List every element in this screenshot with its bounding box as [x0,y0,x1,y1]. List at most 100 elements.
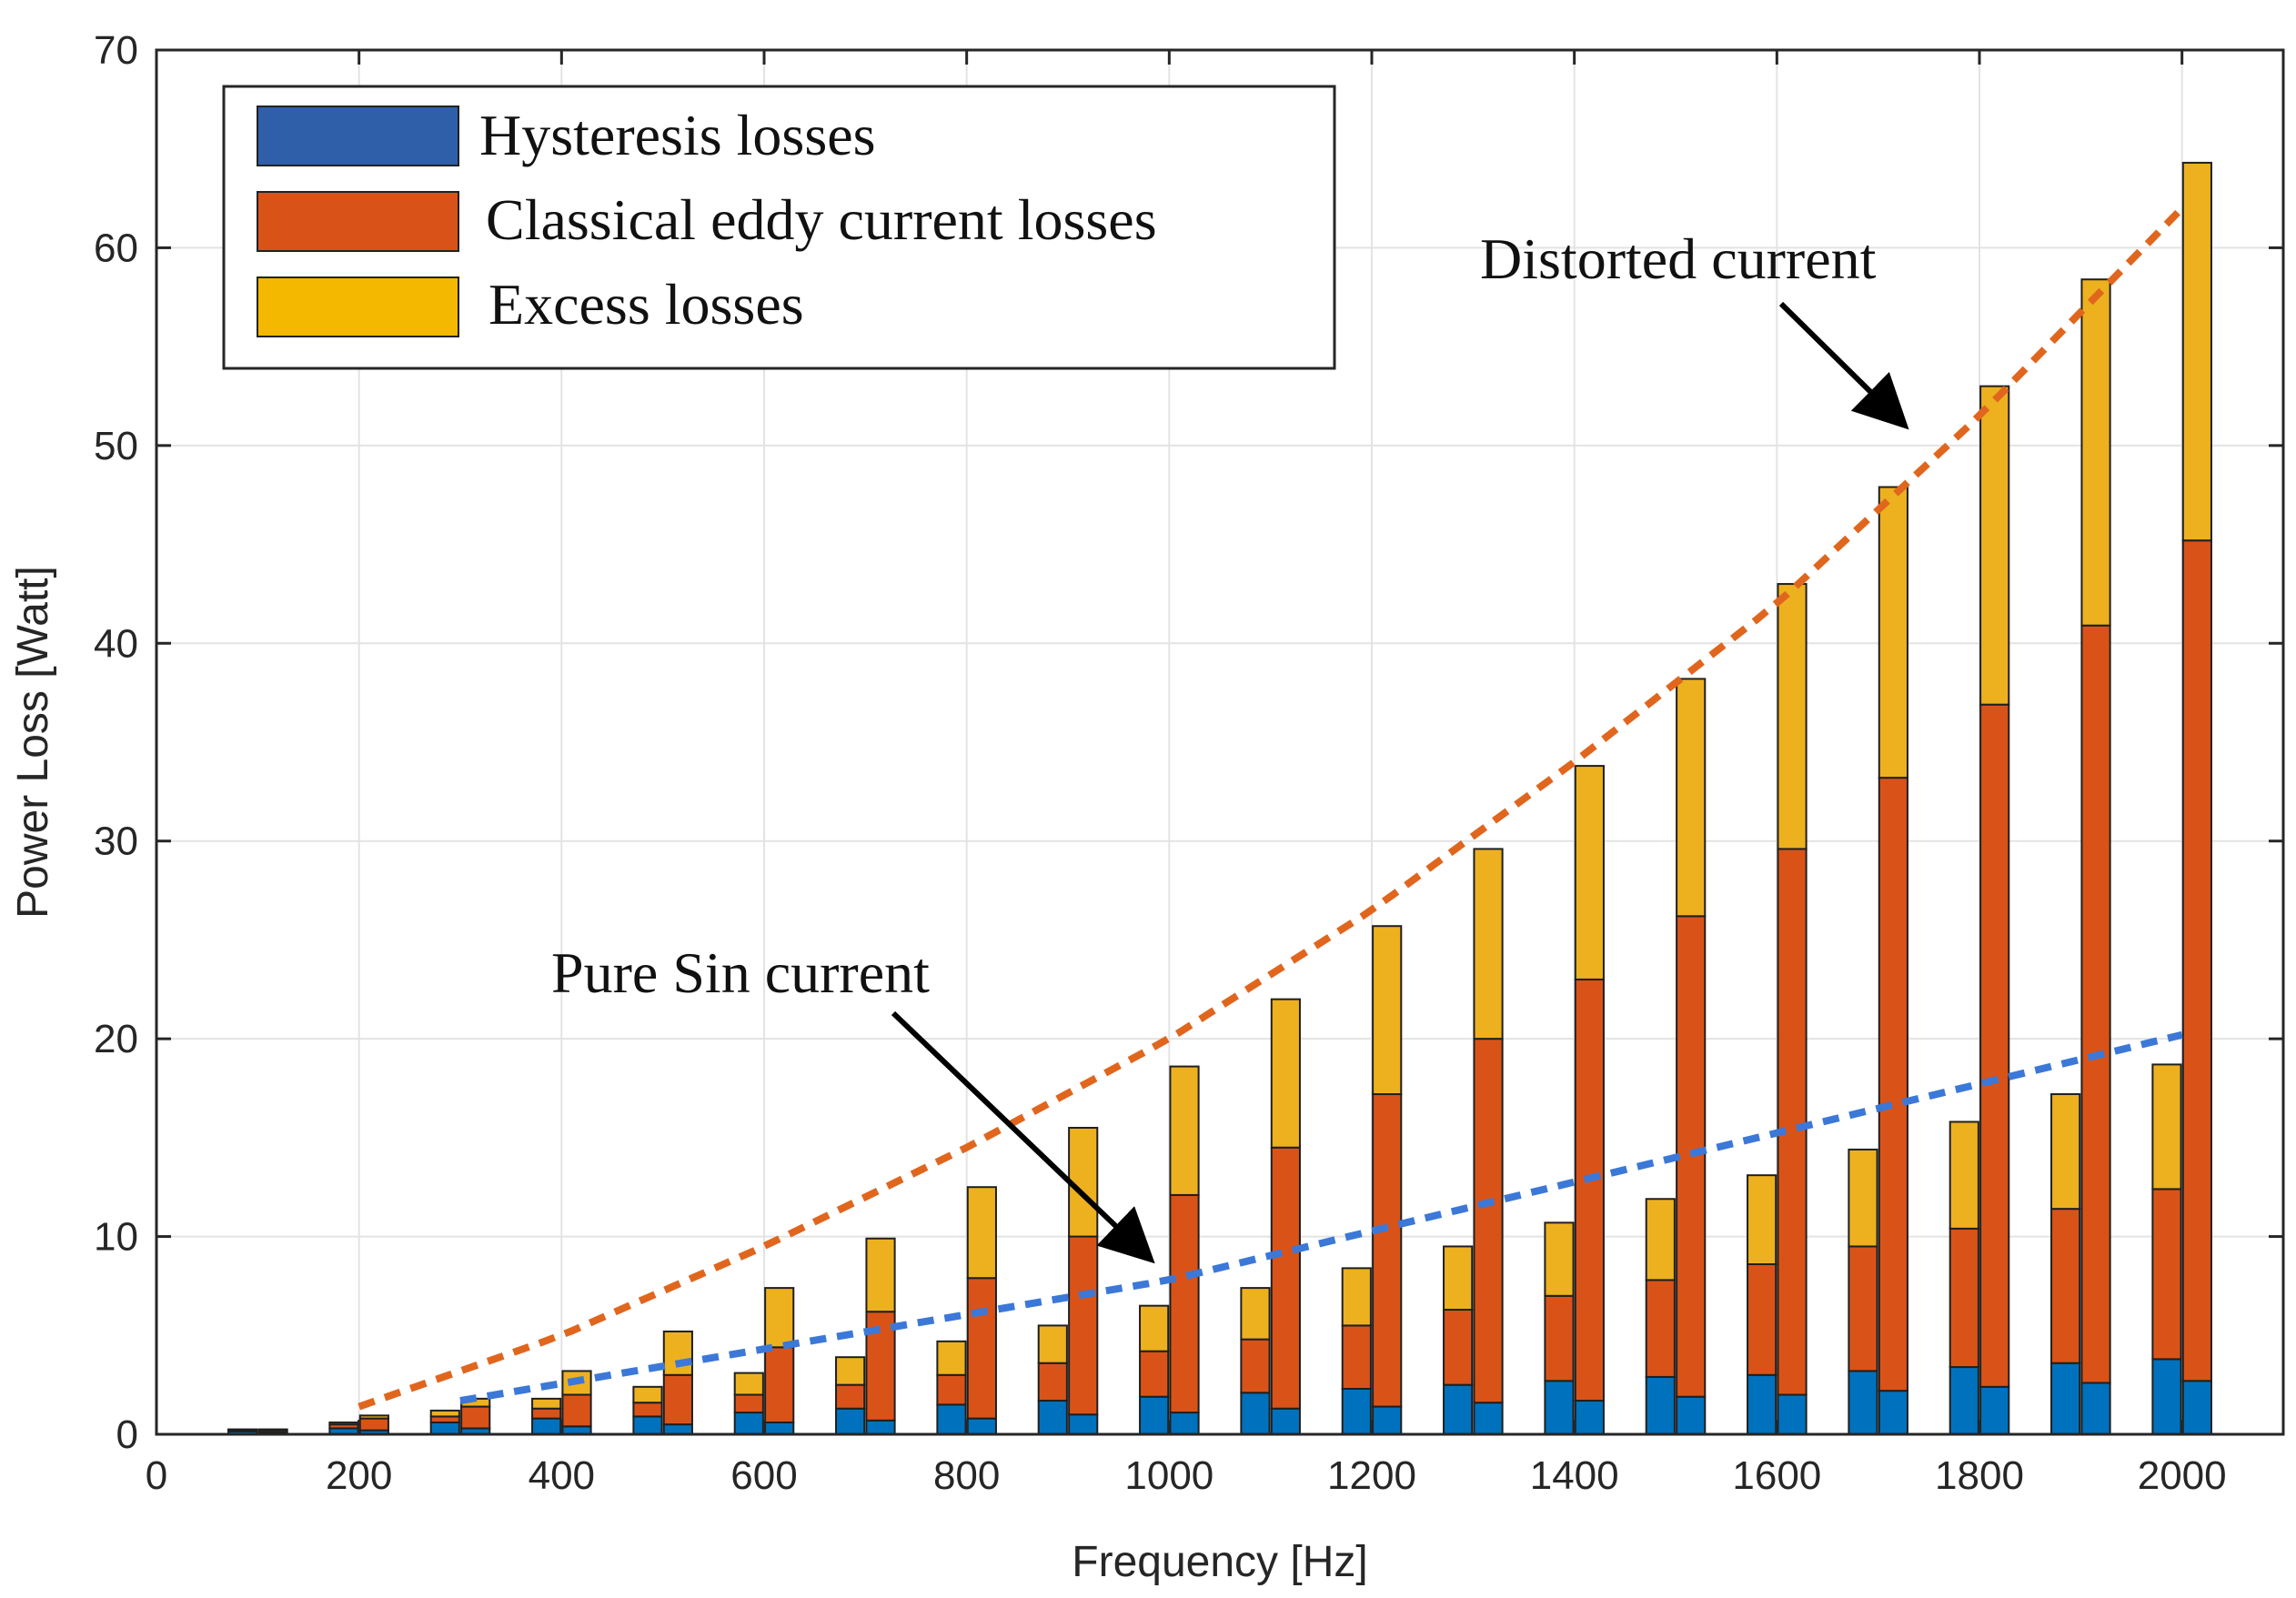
bar-hysteresis-segment-distorted [1878,1390,1908,1436]
bar-hysteresis-segment-sin [1747,1373,1777,1436]
bar-excess-segment-sin [227,1428,258,1432]
bar-eddy-segment-sin [531,1407,562,1420]
bar-excess-segment-sin [835,1356,866,1386]
bar-hysteresis-segment-distorted [1979,1385,2010,1435]
bar-excess-segment-distorted [966,1186,997,1280]
bar-hysteresis-segment-distorted [764,1421,795,1436]
bar-hysteresis-segment-sin [1645,1375,1676,1435]
bar-excess-segment-distorted [1372,925,1403,1096]
bar-hysteresis-segment-sin [531,1417,562,1435]
bar-eddy-segment-distorted [1878,777,1908,1392]
bars-group [227,161,2212,1436]
bar-hysteresis-segment-distorted [1473,1402,1504,1435]
y-tick-label: 30 [94,819,138,864]
bar-excess-segment-sin [2151,1063,2182,1191]
bar-eddy-segment-distorted [1777,848,1808,1396]
annotations: Distorted current Pure Sin current [551,226,1909,1264]
bar-hysteresis-segment-distorted [1372,1405,1403,1436]
bar-hysteresis-segment-distorted [662,1423,693,1435]
x-axis-label: Frequency [Hz] [1072,1538,1367,1586]
bar-eddy-segment-sin [1037,1362,1068,1402]
bar-hysteresis-segment-sin [936,1403,967,1436]
bar-excess-segment-distorted [1574,765,1605,980]
bar-eddy-segment-distorted [662,1373,693,1426]
bar-excess-segment-sin [328,1421,359,1426]
distorted-current-trend-line [357,206,2185,1411]
bar-eddy-segment-distorted [1979,703,2010,1388]
bar-hysteresis-segment-sin [632,1415,663,1435]
bar-eddy-segment-sin [1544,1294,1575,1382]
x-tick-label: 1000 [1124,1453,1213,1498]
x-tick-label: 1600 [1732,1453,1821,1498]
bar-eddy-segment-distorted [2181,539,2212,1382]
bar-eddy-segment-sin [1341,1324,1372,1390]
bar-excess-segment-distorted [358,1414,389,1420]
legend-label-excess: Excess losses [488,272,804,337]
x-tick-label: 2000 [2138,1453,2227,1498]
pure-sin-current-trend-line [459,1030,2183,1404]
bar-eddy-segment-distorted [1574,978,1605,1402]
bar-hysteresis-segment-distorted [1169,1412,1200,1436]
legend-swatch-eddy [257,191,459,252]
bar-eddy-segment-sin [1949,1227,1979,1369]
bar-eddy-segment-distorted [764,1346,795,1423]
legend-swatch-excess [257,276,459,337]
bar-eddy-segment-sin [2050,1208,2081,1364]
bar-excess-segment-distorted [2080,278,2111,627]
annotation-arrow-pure-sin [891,1010,1155,1264]
bar-hysteresis-segment-distorted [1574,1400,1605,1435]
bar-eddy-segment-distorted [1270,1146,1301,1410]
bar-hysteresis-segment-distorted [2181,1380,2212,1436]
bar-excess-segment-sin [531,1397,562,1410]
bar-hysteresis-segment-distorted [1676,1395,1707,1436]
bar-eddy-segment-sin [632,1402,663,1418]
bar-excess-segment-sin [429,1409,460,1418]
bar-eddy-segment-distorted [460,1405,491,1430]
legend-label-hysteresis: Hysteresis losses [479,103,876,167]
y-tick-label: 60 [94,226,138,270]
legend-swatch-hysteresis [257,106,459,166]
bar-excess-segment-distorted [865,1237,896,1313]
bar-eddy-segment-sin [733,1393,764,1414]
bar-hysteresis-segment-sin [1949,1366,1979,1436]
bar-excess-segment-sin [1037,1324,1068,1364]
bar-eddy-segment-sin [1848,1245,1878,1372]
y-tick-label: 20 [94,1017,138,1061]
bar-hysteresis-segment-sin [1240,1392,1271,1435]
x-tick-label: 0 [146,1453,167,1498]
plot-frame [155,48,2285,1436]
bar-hysteresis-segment-distorted [1068,1413,1099,1436]
bar-eddy-segment-sin [835,1383,866,1410]
bar-eddy-segment-distorted [1676,915,1707,1398]
bar-excess-segment-sin [733,1372,764,1396]
x-tick-label: 200 [326,1453,392,1498]
bar-excess-segment-sin [2050,1093,2081,1211]
bar-excess-segment-sin [1443,1245,1474,1312]
bar-hysteresis-segment-sin [1037,1400,1068,1435]
x-tick-label: 1200 [1327,1453,1416,1498]
bar-hysteresis-segment-sin [1139,1395,1170,1436]
bar-excess-segment-distorted [2181,161,2212,542]
bar-hysteresis-segment-distorted [2080,1382,2111,1436]
bar-hysteresis-segment-sin [429,1421,460,1436]
bar-hysteresis-segment-sin [2050,1362,2081,1435]
y-axis-label: Power Loss [Watt] [9,566,57,919]
bar-excess-segment-distorted [257,1428,288,1432]
y-tick-label: 0 [116,1412,138,1457]
bar-eddy-segment-sin [1443,1309,1474,1386]
bar-excess-segment-distorted [1169,1065,1200,1196]
bar-hysteresis-segment-distorted [1777,1393,1808,1435]
bar-hysteresis-segment-sin [1848,1370,1878,1435]
bar-excess-segment-distorted [1777,583,1808,850]
bar-excess-segment-sin [1341,1267,1372,1327]
bar-excess-segment-distorted [764,1287,795,1349]
bar-excess-segment-distorted [1878,486,1908,779]
bar-excess-segment-sin [1848,1148,1878,1248]
annotation-arrow-distorted [1778,301,1909,430]
bar-eddy-segment-sin [936,1373,967,1406]
bar-eddy-segment-distorted [358,1417,389,1432]
bar-eddy-segment-sin [1645,1279,1676,1378]
bar-excess-segment-distorted [1676,678,1707,918]
bar-excess-segment-distorted [1979,385,2010,706]
bar-eddy-segment-distorted [966,1277,997,1420]
